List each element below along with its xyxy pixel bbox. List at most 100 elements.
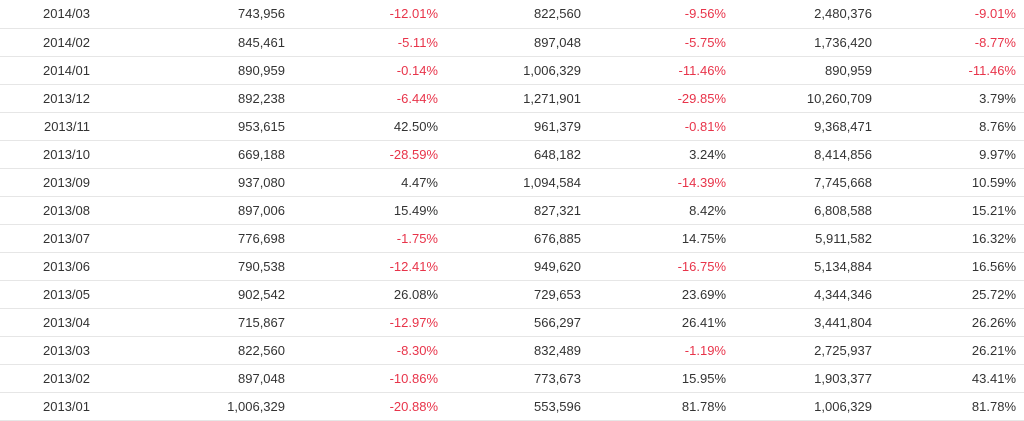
percent-2-cell: -14.39%	[581, 168, 726, 197]
percent-2-cell: -0.81%	[581, 112, 726, 141]
value-3-cell: 1,903,377	[726, 364, 872, 393]
row-padding	[1016, 0, 1024, 29]
value-2-cell: 1,094,584	[438, 168, 581, 197]
table-row: 2013/11 953,615 42.50% 961,379 -0.81% 9,…	[0, 112, 1024, 141]
value-2-cell: 897,048	[438, 28, 581, 57]
percent-3-cell: 9.97%	[872, 140, 1016, 169]
month-cell: 2013/01	[0, 392, 90, 421]
value-3-cell: 2,725,937	[726, 336, 872, 365]
percent-1-cell: -12.97%	[285, 308, 438, 337]
value-1-cell: 890,959	[90, 56, 285, 85]
value-1-cell: 953,615	[90, 112, 285, 141]
month-cell: 2014/02	[0, 28, 90, 57]
table-row: 2013/06 790,538 -12.41% 949,620 -16.75% …	[0, 252, 1024, 281]
percent-2-cell: -16.75%	[581, 252, 726, 281]
value-2-cell: 827,321	[438, 196, 581, 225]
month-cell: 2013/03	[0, 336, 90, 365]
value-3-cell: 4,344,346	[726, 280, 872, 309]
value-2-cell: 1,006,329	[438, 56, 581, 85]
row-padding	[1016, 280, 1024, 309]
value-1-cell: 669,188	[90, 140, 285, 169]
month-cell: 2014/03	[0, 0, 90, 29]
row-padding	[1016, 392, 1024, 421]
percent-1-cell: -12.01%	[285, 0, 438, 29]
percent-3-cell: 15.21%	[872, 196, 1016, 225]
table-row: 2013/08 897,006 15.49% 827,321 8.42% 6,8…	[0, 196, 1024, 225]
value-3-cell: 7,745,668	[726, 168, 872, 197]
percent-3-cell: -9.01%	[872, 0, 1016, 29]
value-3-cell: 1,736,420	[726, 28, 872, 57]
percent-3-cell: 25.72%	[872, 280, 1016, 309]
value-3-cell: 5,911,582	[726, 224, 872, 253]
table-row: 2013/04 715,867 -12.97% 566,297 26.41% 3…	[0, 308, 1024, 337]
table-row: 2014/02 845,461 -5.11% 897,048 -5.75% 1,…	[0, 28, 1024, 57]
value-3-cell: 5,134,884	[726, 252, 872, 281]
value-1-cell: 902,542	[90, 280, 285, 309]
percent-3-cell: -11.46%	[872, 56, 1016, 85]
value-3-cell: 890,959	[726, 56, 872, 85]
percent-1-cell: -6.44%	[285, 84, 438, 113]
table-row: 2013/05 902,542 26.08% 729,653 23.69% 4,…	[0, 280, 1024, 309]
value-1-cell: 845,461	[90, 28, 285, 57]
value-3-cell: 1,006,329	[726, 392, 872, 421]
percent-1-cell: -8.30%	[285, 336, 438, 365]
table-row: 2014/01 890,959 -0.14% 1,006,329 -11.46%…	[0, 56, 1024, 85]
row-padding	[1016, 308, 1024, 337]
percent-1-cell: 4.47%	[285, 168, 438, 197]
percent-2-cell: -11.46%	[581, 56, 726, 85]
row-padding	[1016, 84, 1024, 113]
month-cell: 2014/01	[0, 56, 90, 85]
percent-2-cell: 15.95%	[581, 364, 726, 393]
value-1-cell: 892,238	[90, 84, 285, 113]
value-2-cell: 773,673	[438, 364, 581, 393]
percent-2-cell: 14.75%	[581, 224, 726, 253]
month-cell: 2013/06	[0, 252, 90, 281]
percent-2-cell: 8.42%	[581, 196, 726, 225]
percent-1-cell: 42.50%	[285, 112, 438, 141]
value-2-cell: 949,620	[438, 252, 581, 281]
row-padding	[1016, 140, 1024, 169]
value-2-cell: 553,596	[438, 392, 581, 421]
value-3-cell: 9,368,471	[726, 112, 872, 141]
percent-3-cell: 43.41%	[872, 364, 1016, 393]
month-cell: 2013/07	[0, 224, 90, 253]
month-cell: 2013/10	[0, 140, 90, 169]
table-row: 2013/02 897,048 -10.86% 773,673 15.95% 1…	[0, 364, 1024, 393]
value-3-cell: 6,808,588	[726, 196, 872, 225]
value-1-cell: 897,048	[90, 364, 285, 393]
value-2-cell: 729,653	[438, 280, 581, 309]
percent-2-cell: 23.69%	[581, 280, 726, 309]
value-2-cell: 961,379	[438, 112, 581, 141]
value-3-cell: 3,441,804	[726, 308, 872, 337]
percent-1-cell: -5.11%	[285, 28, 438, 57]
value-2-cell: 832,489	[438, 336, 581, 365]
table-row: 2013/01 1,006,329 -20.88% 553,596 81.78%…	[0, 392, 1024, 421]
row-padding	[1016, 364, 1024, 393]
value-1-cell: 897,006	[90, 196, 285, 225]
month-cell: 2013/08	[0, 196, 90, 225]
percent-2-cell: -29.85%	[581, 84, 726, 113]
percent-3-cell: 8.76%	[872, 112, 1016, 141]
percent-2-cell: 81.78%	[581, 392, 726, 421]
row-padding	[1016, 252, 1024, 281]
row-padding	[1016, 196, 1024, 225]
percent-1-cell: -1.75%	[285, 224, 438, 253]
table-row: 2013/07 776,698 -1.75% 676,885 14.75% 5,…	[0, 224, 1024, 253]
value-2-cell: 1,271,901	[438, 84, 581, 113]
row-padding	[1016, 224, 1024, 253]
percent-3-cell: 16.32%	[872, 224, 1016, 253]
percent-1-cell: -10.86%	[285, 364, 438, 393]
table-row: 2013/10 669,188 -28.59% 648,182 3.24% 8,…	[0, 140, 1024, 169]
percent-2-cell: -1.19%	[581, 336, 726, 365]
table-row: 2014/03 743,956 -12.01% 822,560 -9.56% 2…	[0, 0, 1024, 29]
percent-1-cell: -0.14%	[285, 56, 438, 85]
month-cell: 2013/11	[0, 112, 90, 141]
value-1-cell: 790,538	[90, 252, 285, 281]
table-row: 2013/03 822,560 -8.30% 832,489 -1.19% 2,…	[0, 336, 1024, 365]
value-3-cell: 8,414,856	[726, 140, 872, 169]
percent-3-cell: 16.56%	[872, 252, 1016, 281]
table-row: 2013/12 892,238 -6.44% 1,271,901 -29.85%…	[0, 84, 1024, 113]
value-1-cell: 715,867	[90, 308, 285, 337]
month-cell: 2013/05	[0, 280, 90, 309]
row-padding	[1016, 28, 1024, 57]
